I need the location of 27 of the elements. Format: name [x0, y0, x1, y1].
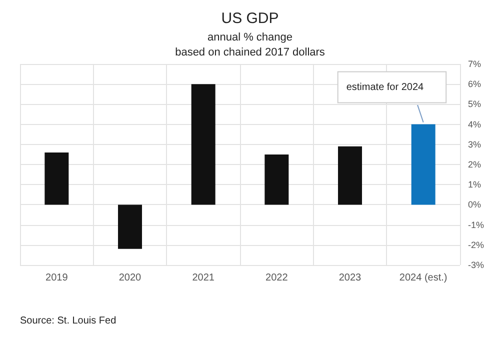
x-tick-label: 2023 — [338, 272, 362, 284]
bar — [191, 84, 216, 205]
bar — [411, 124, 436, 205]
y-tick-label: 6% — [468, 79, 482, 90]
y-tick-label: -2% — [468, 240, 484, 250]
bar — [264, 154, 289, 205]
x-tick-label: 2022 — [266, 272, 288, 284]
x-tick-label: 2019 — [46, 272, 68, 284]
y-tick-label: 7% — [468, 59, 482, 69]
bar — [118, 204, 142, 249]
chart-title: US GDP — [221, 10, 279, 27]
y-tick-label: 1% — [468, 180, 482, 190]
y-tick-label: 4% — [468, 119, 482, 130]
y-tick-label: 2% — [468, 160, 482, 170]
bar — [44, 152, 69, 205]
y-tick-label: 0% — [468, 200, 482, 210]
bar — [338, 146, 362, 205]
chart-subtitle: annual % change based on chained 2017 dollars — [175, 32, 326, 58]
x-tick-label: 2021 — [192, 272, 215, 284]
x-tick-label: 2024 (est.) — [399, 272, 448, 284]
y-tick-label: -3% — [468, 260, 484, 270]
y-tick-label: 5% — [468, 99, 482, 110]
y-tick-label: -1% — [468, 220, 484, 230]
x-tick-label: 2020 — [118, 272, 142, 284]
source-note: Source: St. Louis Fed — [20, 316, 116, 326]
annotation: estimate for 2024 — [346, 82, 424, 93]
y-tick-label: 3% — [468, 139, 482, 150]
